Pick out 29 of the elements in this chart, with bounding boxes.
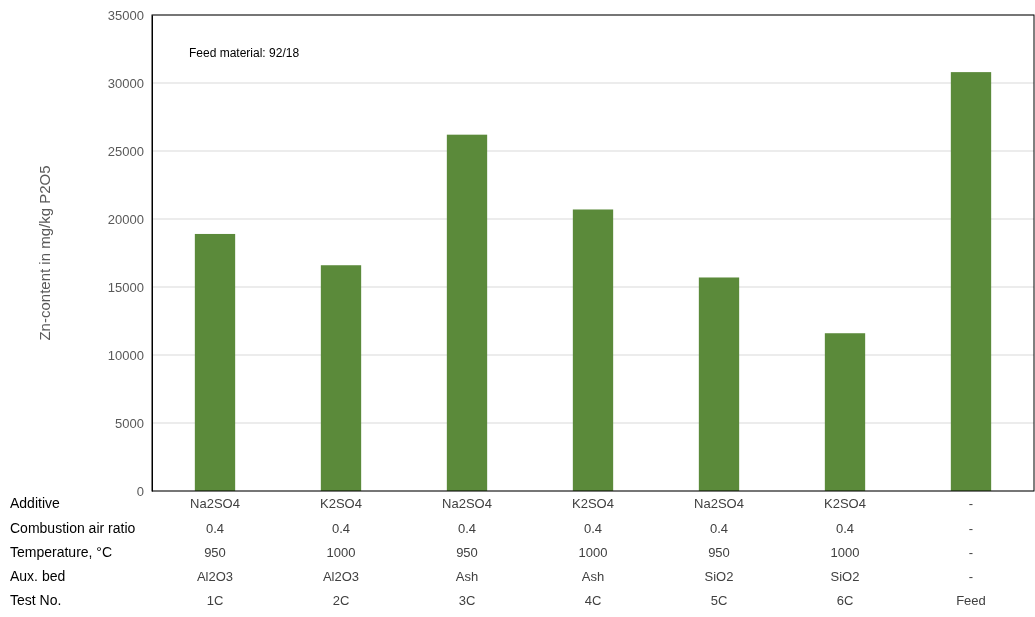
y-tick-label: 20000 xyxy=(107,211,144,227)
annotation: Feed material: 92/18 xyxy=(189,46,300,60)
x-tick-label: Na2SO4 0.4 950 Al2O3 1C xyxy=(190,496,240,608)
text: Temperature, °C xyxy=(10,544,113,560)
bar xyxy=(446,134,488,491)
text: Additive xyxy=(10,495,61,511)
y-tick-label: 30000 xyxy=(107,75,144,91)
x-tick-label: Na2SO4 0.4 950 SiO2 5C xyxy=(694,496,744,608)
x-tick-label: K2SO4 0.4 1000 Ash 4C xyxy=(572,496,614,608)
text: Aux. bed xyxy=(10,568,66,584)
y-tick-label: 25000 xyxy=(107,143,144,159)
x-tick-label: K2SO4 0.4 1000 Al2O3 2C xyxy=(320,496,362,608)
x-tick-label: K2SO4 0.4 1000 SiO2 6C xyxy=(824,496,866,608)
bar xyxy=(572,209,614,491)
text: Combustion air ratio xyxy=(10,520,136,536)
bar xyxy=(950,72,992,491)
x-tick-label: Na2SO4 0.4 950 Ash 3C xyxy=(442,496,492,608)
y-tick-label: 5000 xyxy=(115,415,144,431)
x-tick-label: - - - - Feed xyxy=(956,496,986,608)
bar xyxy=(320,265,362,491)
y-tick-label: 10000 xyxy=(107,347,144,363)
bar xyxy=(194,233,236,491)
bar xyxy=(824,333,866,491)
y-tick-label: 0 xyxy=(136,483,144,499)
y-tick-label: 15000 xyxy=(107,279,144,295)
y-tick-label: 35000 xyxy=(107,7,144,23)
text: Test No. xyxy=(10,592,62,608)
bar xyxy=(698,277,740,491)
y-axis-title: Zn-content in mg/kg P2O5 xyxy=(36,165,53,341)
